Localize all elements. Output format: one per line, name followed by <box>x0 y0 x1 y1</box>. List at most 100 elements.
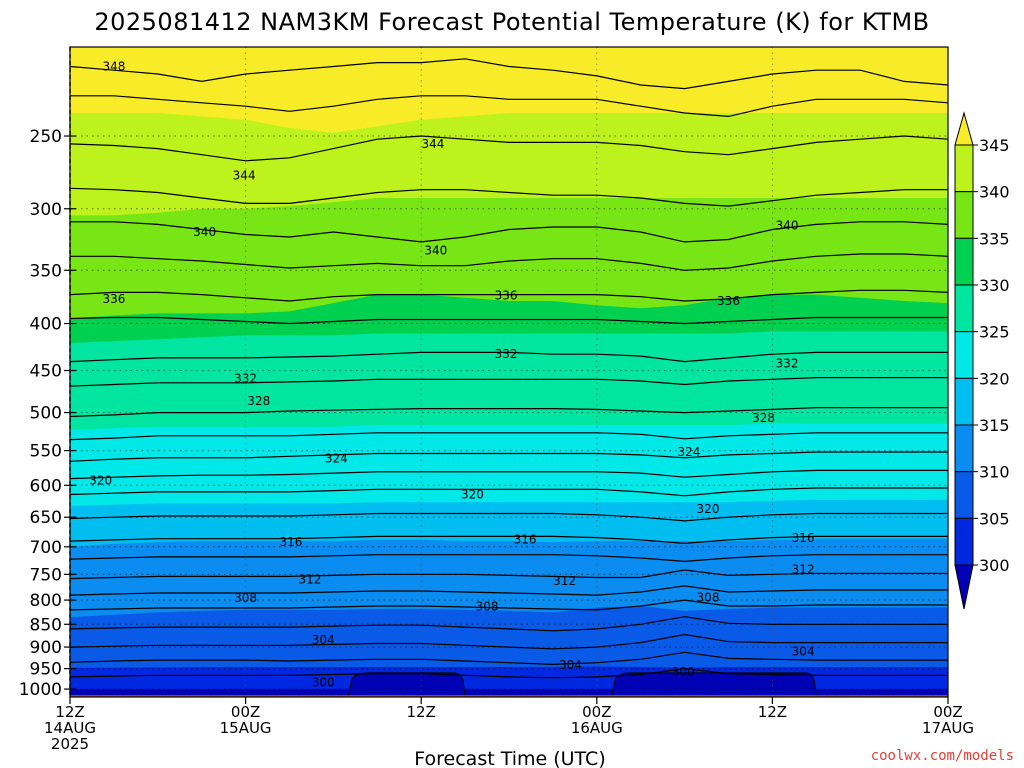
y-tick-label: 950 <box>30 660 62 680</box>
cold-pocket-fill <box>610 672 817 697</box>
contour-344 <box>70 135 948 162</box>
filled-bands <box>70 47 948 697</box>
contour-label: 332 <box>776 356 799 370</box>
colorbar-label: 345 <box>979 136 1010 155</box>
colorbar-extend-high <box>954 111 974 146</box>
contour-342 <box>70 187 948 207</box>
contour-label: 304 <box>792 644 815 658</box>
contour-label: 344 <box>421 137 444 151</box>
x-tick-label: 17AUG <box>922 719 974 737</box>
contour-label: 316 <box>792 531 815 545</box>
plot-frame <box>69 46 949 698</box>
contour-340 <box>70 221 948 243</box>
y-tick-label: 500 <box>30 404 62 424</box>
contour-320 <box>70 487 948 497</box>
chart-title: 2025081412 NAM3KM Forecast Potential Tem… <box>94 8 929 36</box>
y-tick-label: 700 <box>30 538 62 558</box>
y-axis: 250 300 350 400 450 500 550 600 650 700 750 800 850 9… <box>19 127 76 700</box>
contour-346 <box>70 95 948 118</box>
y-tick-label: 550 <box>30 442 62 462</box>
x-tick-label: 00Z <box>231 703 260 721</box>
contour-336 <box>70 289 948 302</box>
colorbar-swatch <box>954 377 974 426</box>
contour-316 <box>70 535 948 545</box>
contour-label: 308 <box>697 591 720 605</box>
gridlines <box>69 47 949 697</box>
x-tick-label: 14AUG <box>44 719 96 737</box>
contour-326 <box>70 432 948 441</box>
contour-304 <box>70 633 948 650</box>
colorbar-swatch <box>954 144 974 193</box>
contour-label: 324 <box>325 451 348 465</box>
contour-label: 320 <box>89 474 112 488</box>
colorbar-label: 315 <box>979 416 1010 435</box>
contour-label: 316 <box>514 532 537 546</box>
x-tick-label: 12Z <box>407 703 436 721</box>
cold-pocket-fill <box>347 672 466 697</box>
contour-label: 320 <box>697 502 720 516</box>
colorbar-label: 310 <box>979 463 1010 482</box>
x-tick-label: 00Z <box>933 703 962 721</box>
contour-label: 300 <box>672 665 695 679</box>
contour-label: 308 <box>476 600 499 614</box>
y-tick-label: 1000 <box>19 680 62 700</box>
contour-312 <box>70 569 948 580</box>
contour-labels: 348 344 344 340 340 340 336 336 336 332 332 332 328 3… <box>89 59 815 689</box>
contour-300 <box>70 667 948 679</box>
colorbar: 345 340 335 330 325 320 315 310 305 300 <box>954 111 1010 610</box>
contour-302 <box>70 651 948 666</box>
colorbar-swatch <box>954 331 974 379</box>
contour-label: 304 <box>559 658 582 672</box>
x-tick-label: 15AUG <box>220 719 272 737</box>
x-tick-label: 00Z <box>582 703 611 721</box>
colorbar-label: 335 <box>979 229 1010 248</box>
contour-332 <box>70 351 948 363</box>
contour-lines <box>70 58 948 679</box>
y-tick-label: 300 <box>30 200 62 220</box>
y-tick-label: 800 <box>30 591 62 611</box>
colorbar-swatch <box>954 237 974 286</box>
x-tick-label: 2025 <box>51 735 89 753</box>
colorbar-label: 325 <box>979 323 1010 342</box>
contour-310 <box>70 585 948 596</box>
contour-label: 312 <box>553 574 576 588</box>
contour-label: 312 <box>299 573 322 587</box>
colorbar-swatch <box>954 517 974 566</box>
contour-label: 336 <box>495 289 518 303</box>
contour-label: 328 <box>247 394 270 408</box>
contour-label: 340 <box>424 243 447 257</box>
colorbar-label: 330 <box>979 276 1010 295</box>
contour-label: 348 <box>102 59 125 73</box>
credit-link[interactable]: coolwx.com/models <box>871 748 1014 764</box>
contour-label: 316 <box>280 535 303 549</box>
y-tick-label: 400 <box>30 315 62 335</box>
colorbar-label: 320 <box>979 369 1010 388</box>
contour-334 <box>70 316 948 325</box>
y-tick-label: 350 <box>30 261 62 281</box>
y-tick-label: 250 <box>30 127 62 147</box>
contour-label: 336 <box>717 294 740 308</box>
colorbar-swatch <box>954 284 974 333</box>
contour-label: 300 <box>312 675 335 689</box>
y-tick-label: 650 <box>30 508 62 528</box>
x-tick-label: 16AUG <box>571 719 623 737</box>
contour-330 <box>70 377 948 387</box>
contour-label: 332 <box>234 371 257 385</box>
contour-314 <box>70 554 948 563</box>
ground-strip <box>70 695 948 697</box>
contour-label: 340 <box>776 219 799 233</box>
x-axis-title: Forecast Time (UTC) <box>414 748 605 768</box>
colorbar-swatch <box>954 191 974 239</box>
contour-label: 308 <box>234 591 257 605</box>
contour-label: 332 <box>495 347 518 361</box>
colorbar-label: 305 <box>979 509 1010 528</box>
contour-label: 312 <box>792 563 815 577</box>
x-tick-label: 12Z <box>55 703 84 721</box>
contour-328 <box>70 407 948 418</box>
colorbar-label: 300 <box>979 556 1010 575</box>
contour-label: 324 <box>678 445 701 459</box>
y-tick-label: 750 <box>30 565 62 585</box>
contour-318 <box>70 512 948 522</box>
